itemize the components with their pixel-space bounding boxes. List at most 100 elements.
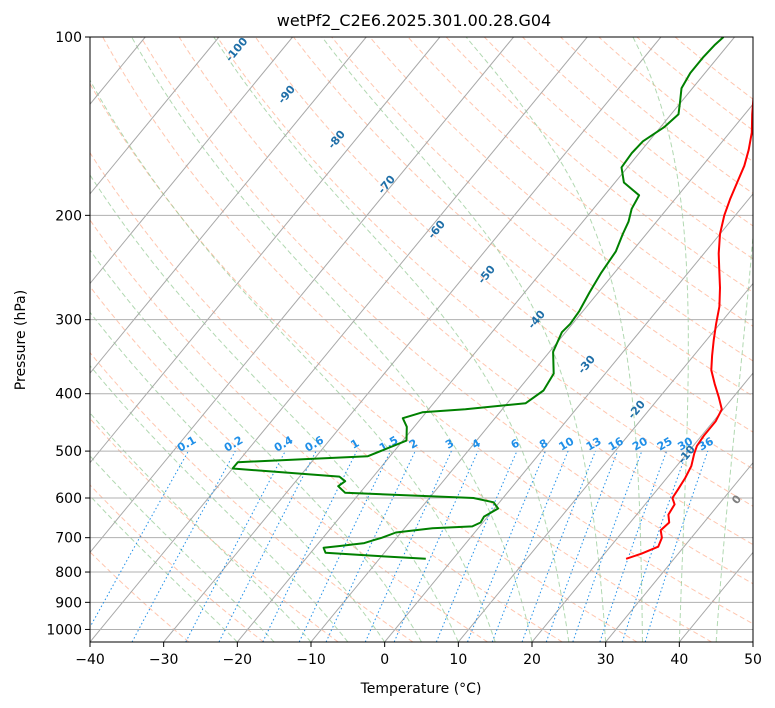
x-tick-label: 10 [449, 652, 467, 668]
moist-adiabat-line [90, 364, 349, 642]
mixing-ratio-line [572, 450, 643, 642]
moist-adiabat-line [90, 249, 422, 642]
moist-adiabat-line [321, 37, 607, 642]
x-tick-label: 40 [670, 652, 688, 668]
mixing-ratio-line [185, 450, 286, 642]
x-tick-label: −30 [149, 652, 179, 668]
x-tick-label: −40 [75, 652, 105, 668]
isotherm-line [90, 37, 220, 195]
mixing-ratio-label: 2 [407, 437, 420, 452]
moist-adiabat-line [632, 37, 689, 642]
y-tick-label: 400 [55, 387, 82, 403]
moist-adiabat-line [90, 79, 496, 642]
mixing-ratio-lines [90, 450, 709, 642]
y-tick-label: 100 [55, 30, 82, 46]
mixing-ratio-line [393, 450, 479, 642]
y-tick-label: 200 [55, 208, 82, 224]
isotherm-line [457, 282, 753, 642]
isotherm-line [90, 37, 441, 464]
dry-adiabat-line [178, 37, 753, 546]
dry-adiabat-line [636, 37, 753, 131]
isotherm-line [236, 37, 735, 642]
isotherm-label: 0 [729, 492, 744, 506]
isotherm-line [752, 641, 753, 642]
mixing-ratio-line [521, 450, 596, 642]
plot-area: -100-90-80-70-60-50-40-30-20-10010203040… [0, 35, 753, 642]
mixing-ratio-label: 3 [443, 437, 456, 452]
mixing-ratio-line [90, 450, 189, 629]
plot-frame [89, 36, 754, 643]
isotherm-label: -80 [325, 128, 348, 152]
isotherm-line [0, 37, 72, 642]
dry-adiabat-line [140, 37, 753, 585]
temperature-profile-line [625, 92, 753, 560]
isotherm-label: -70 [375, 173, 398, 197]
dry-adiabat-line [598, 37, 753, 163]
dry-adiabat-line [90, 484, 264, 642]
dry-adiabats [90, 37, 753, 642]
dry-adiabat-line [102, 37, 753, 625]
moist-adiabat-line [715, 230, 753, 642]
chart-title: wetPf2_C2E6.2025.301.00.28.G04 [277, 11, 551, 31]
dewpoint-profile-line [231, 37, 725, 560]
y-tick-label: 700 [55, 531, 82, 547]
isotherm-line [605, 461, 753, 642]
mixing-ratio-line [131, 450, 236, 642]
sounding-profiles [231, 37, 753, 560]
dry-adiabat-line [254, 37, 753, 470]
dry-adiabat-line [331, 37, 753, 397]
isotherm-line [310, 103, 753, 642]
x-axis-ticks: −40 −30 −20 −10 0 10 20 30 40 50 [75, 642, 762, 668]
mixing-ratio-line [262, 450, 358, 642]
isotherm-label: -100 [223, 35, 251, 65]
moist-adiabat-line [90, 455, 275, 642]
mixing-ratio-line [467, 450, 546, 642]
mixing-ratio-line [364, 450, 452, 642]
dry-adiabat-line [407, 37, 753, 327]
dry-adiabat-line [90, 285, 488, 642]
dry-adiabat-line [216, 37, 753, 507]
x-tick-label: −10 [296, 652, 326, 668]
moist-adiabat-line [465, 37, 643, 642]
isotherm-label: -20 [625, 398, 648, 422]
moist-adiabat-line [90, 174, 459, 642]
mixing-ratio-line [644, 450, 709, 642]
isotherm-label: -30 [575, 353, 598, 377]
dry-adiabat-line [445, 37, 753, 293]
mixing-ratio-line [545, 450, 619, 642]
isotherm-line [384, 193, 753, 642]
mixing-ratio-line [491, 450, 569, 642]
dry-adiabat-line [90, 351, 414, 642]
isotherm-line [90, 37, 514, 554]
isotherm-label: -50 [475, 263, 498, 287]
isotherm-line [678, 551, 753, 642]
isotherm-line [531, 372, 753, 642]
dry-adiabat-line [90, 82, 712, 642]
dry-adiabat-line [483, 37, 753, 260]
x-tick-label: −20 [223, 652, 253, 668]
x-tick-label: 20 [523, 652, 541, 668]
x-tick-label: 50 [744, 652, 762, 668]
mixing-ratio-line [218, 450, 317, 642]
isotherm-line [163, 37, 662, 642]
mixing-ratio-line [621, 450, 688, 642]
moist-adiabats [90, 37, 753, 642]
x-tick-label: 0 [380, 652, 389, 668]
isotherm-line [90, 37, 588, 642]
dry-adiabat-line [674, 37, 753, 100]
mixing-ratio-label: 4 [470, 436, 483, 451]
isobar-gridlines [90, 37, 753, 630]
mixing-ratio-label: 8 [537, 437, 550, 452]
y-tick-label: 300 [55, 313, 82, 329]
y-tick-label: 800 [55, 565, 82, 581]
dry-adiabat-line [560, 37, 753, 195]
dry-adiabat-line [293, 37, 753, 433]
isotherm-line [90, 37, 293, 285]
moist-adiabat-line [90, 311, 386, 642]
isotherm-label: -90 [275, 83, 298, 107]
dry-adiabat-line [90, 151, 638, 642]
y-tick-label: 1000 [46, 622, 82, 638]
moist-adiabat-line [90, 495, 238, 642]
